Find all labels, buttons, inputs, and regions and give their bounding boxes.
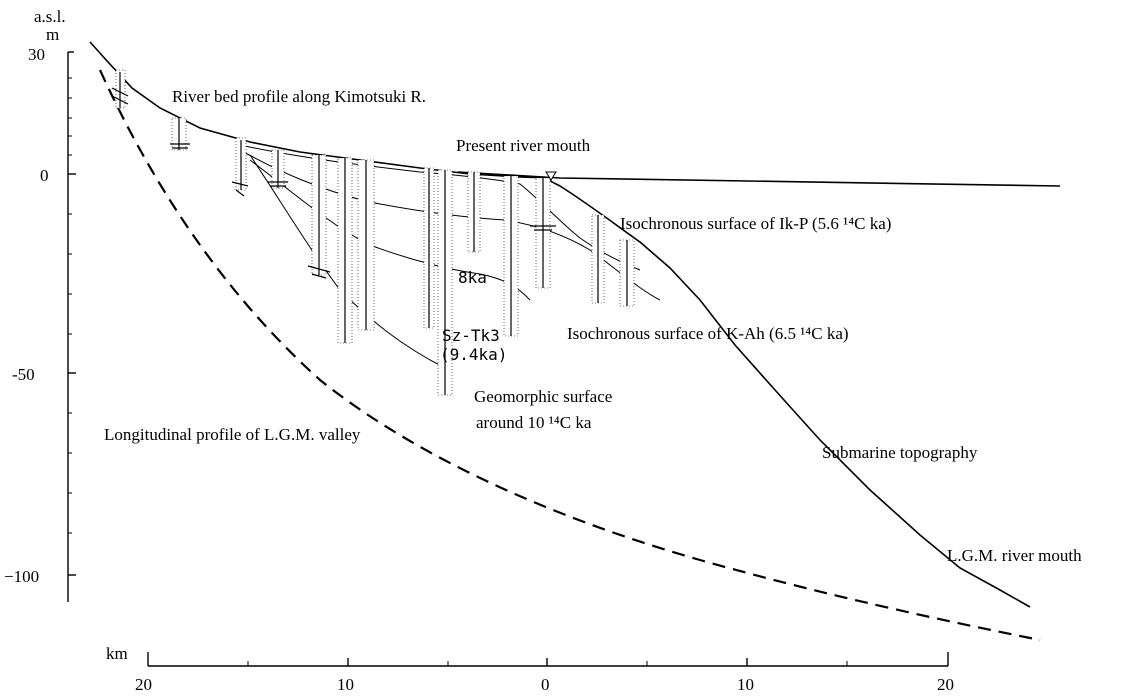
river-bed-label: River bed profile along Kimotsuki R.: [172, 87, 426, 106]
geomorphic-age-label: around 10 ¹⁴C ka: [476, 413, 592, 432]
x-unit: km: [106, 644, 128, 663]
tephra-markers: [111, 87, 556, 279]
x-axis: km 20 10 0 10 20: [106, 644, 954, 694]
y-unit: m: [46, 25, 59, 44]
8ka-surface: [249, 159, 531, 301]
lgm-valley-label: Longitudinal profile of L.G.M. valley: [104, 425, 361, 444]
ikp-label: Isochronous surface of Ik-P (5.6 ¹⁴C ka): [620, 214, 891, 233]
kah-label: Isochronous surface of K-Ah (6.5 ¹⁴C ka): [567, 324, 849, 343]
y-tick-30: 30: [28, 45, 45, 64]
sztk3-age-label: (9.4ka): [440, 345, 507, 364]
y-tick-minus50: -50: [12, 365, 35, 384]
x-tick-10-right: 10: [737, 675, 754, 694]
river-bed-profile: [89, 41, 1031, 608]
submarine-topography-label: Submarine topography: [822, 443, 978, 462]
present-river-mouth-label: Present river mouth: [456, 136, 591, 155]
present-river-mouth-marker: [545, 171, 557, 181]
x-tick-20-right: 20: [937, 675, 954, 694]
lgm-river-mouth-label: L.G.M. river mouth: [947, 546, 1082, 565]
lgm-valley-profile: [98, 69, 1041, 642]
x-tick-20-left: 20: [135, 675, 152, 694]
core-center-lines: [119, 72, 628, 395]
y-unit-top: a.s.l.: [34, 7, 66, 26]
x-tick-0: 0: [541, 675, 550, 694]
x-tick-10-left: 10: [337, 675, 354, 694]
8ka-label: 8ka: [458, 268, 487, 287]
sea-level-line: [457, 171, 1061, 187]
geomorphic-surface-label: Geomorphic surface: [474, 387, 612, 406]
borehole-columns: [115, 69, 635, 396]
y-tick-minus100: −100: [4, 567, 39, 586]
y-axis: a.s.l. m 30 0 -50 −100: [4, 7, 76, 602]
y-tick-0: 0: [40, 166, 49, 185]
sztk3-label: Sz-Tk3: [442, 326, 500, 345]
